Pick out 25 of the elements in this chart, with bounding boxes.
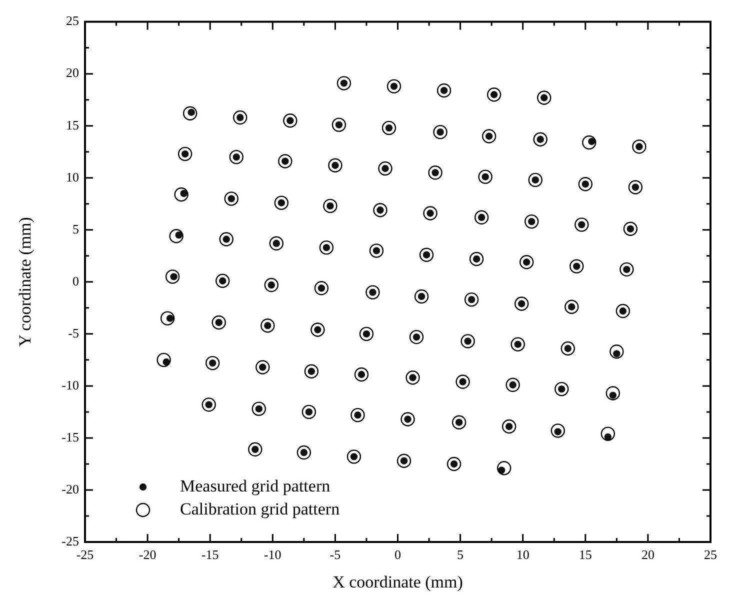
y-tick-label: 25 [66,13,79,28]
legend-label: Calibration grid pattern [180,499,340,518]
x-tick-label: -10 [264,547,282,562]
y-tick-label: 10 [66,169,79,184]
x-tick-label: 5 [457,547,464,562]
y-tick-label: -15 [62,429,79,444]
y-tick-label: -25 [62,533,79,548]
x-tick-label: -15 [201,547,219,562]
y-tick-label: 20 [66,65,79,80]
x-tick-label: 10 [516,547,530,562]
y-tick-label: -5 [68,325,79,340]
x-tick-label: 20 [641,547,654,562]
y-tick-label: -20 [62,481,79,496]
y-tick-label: 15 [66,117,79,132]
x-tick-label: -20 [138,547,156,562]
legend-label: Measured grid pattern [180,476,331,496]
y-tick-label: -10 [62,377,79,392]
y-axis-title: Y coordinate (mm) [16,217,35,347]
y-tick-label: 0 [72,273,79,288]
y-tick-label: 5 [72,221,79,236]
x-tick-label: 0 [394,547,401,562]
x-tick-label: -5 [330,547,341,562]
x-tick-label: 15 [578,547,592,562]
x-axis-title: X coordinate (mm) [332,572,463,592]
x-tick-label: 25 [704,547,717,562]
